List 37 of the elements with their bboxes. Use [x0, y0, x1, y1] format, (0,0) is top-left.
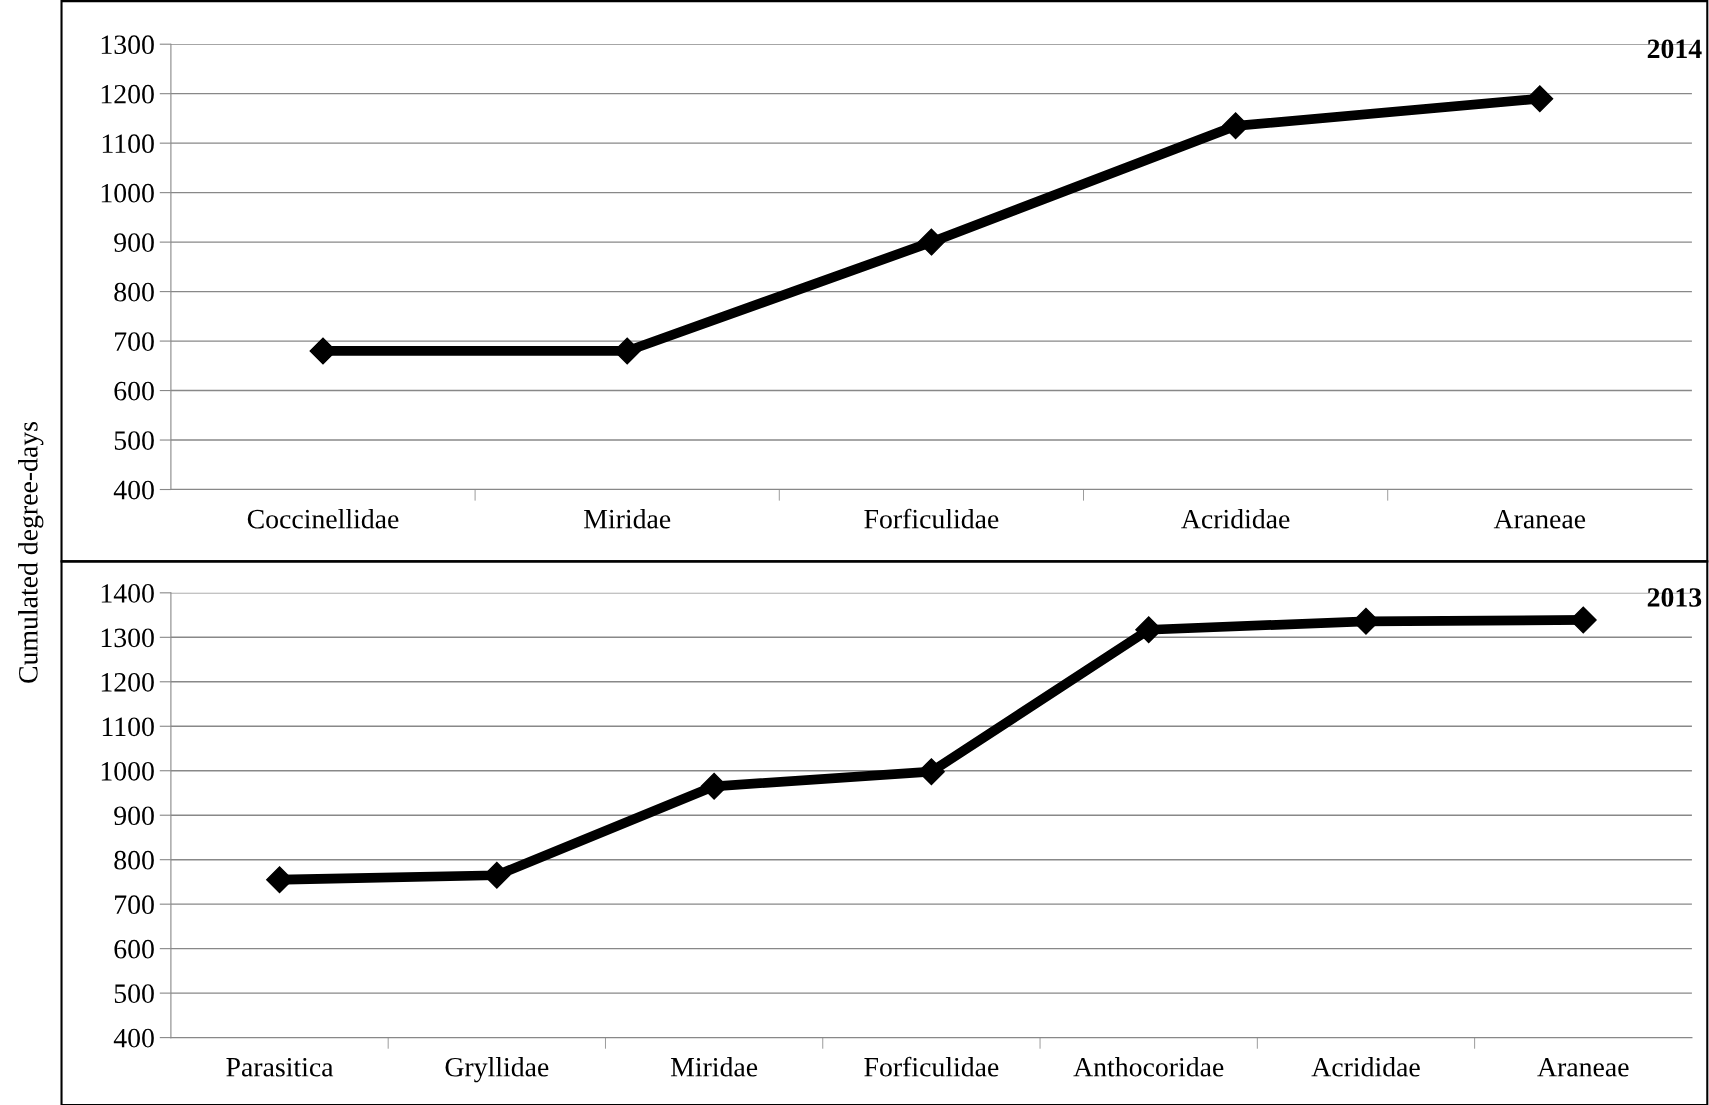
y-tick-label: 800 — [114, 850, 154, 870]
x-tick-label: Miridae — [670, 1057, 758, 1077]
y-tick-label: 600 — [114, 939, 154, 959]
x-tick-label: Miridae — [584, 508, 671, 529]
x-tick-label: Parasitica — [226, 1057, 334, 1077]
x-tick-label: Coccinellidae — [247, 508, 399, 529]
y-tick-label: 600 — [114, 381, 154, 401]
y-tick-label: 1000 — [101, 761, 154, 781]
x-tick-label: Araneae — [1493, 509, 1586, 529]
x-tick-label: Anthocoridae — [1073, 1057, 1224, 1077]
y-tick-label: 1300 — [101, 628, 154, 648]
y-tick-label: 900 — [114, 233, 154, 253]
y-tick-label: 800 — [114, 282, 154, 302]
y-tick-label: 900 — [114, 806, 154, 826]
y-tick-label: 400 — [113, 480, 154, 500]
y-tick-label: 700 — [115, 895, 154, 915]
x-tick-label: Acrididae — [1181, 508, 1290, 529]
y-tick-label: 700 — [115, 332, 154, 351]
x-tick-label: Acrididae — [1311, 1057, 1420, 1077]
point — [917, 228, 945, 256]
y-tick-label: 1200 — [101, 84, 154, 104]
x-tick-label: Araneae — [1537, 1057, 1629, 1077]
y-tick-label: 1100 — [102, 134, 154, 154]
x-tick-label: Forficulidae — [864, 1056, 999, 1077]
y-tick-label: 1300 — [101, 35, 154, 55]
y-tick-label: 1000 — [101, 183, 154, 203]
y-axis-title: Cumulated degree-days — [18, 422, 44, 683]
y-tick-label: 500 — [114, 984, 154, 1004]
y-tick-label: 1200 — [101, 672, 154, 692]
chart-title: 2014 — [1647, 39, 1702, 59]
y-tick-label: 400 — [113, 1028, 154, 1048]
y-tick-label: 1100 — [102, 717, 154, 737]
y-tick-label: 500 — [114, 431, 154, 450]
x-tick-label: Gryllidae — [445, 1057, 549, 1083]
y-tick-label: 1400 — [101, 584, 154, 603]
x-tick-label: Forficulidae — [864, 508, 999, 529]
chart-title: 2013 — [1647, 588, 1702, 607]
